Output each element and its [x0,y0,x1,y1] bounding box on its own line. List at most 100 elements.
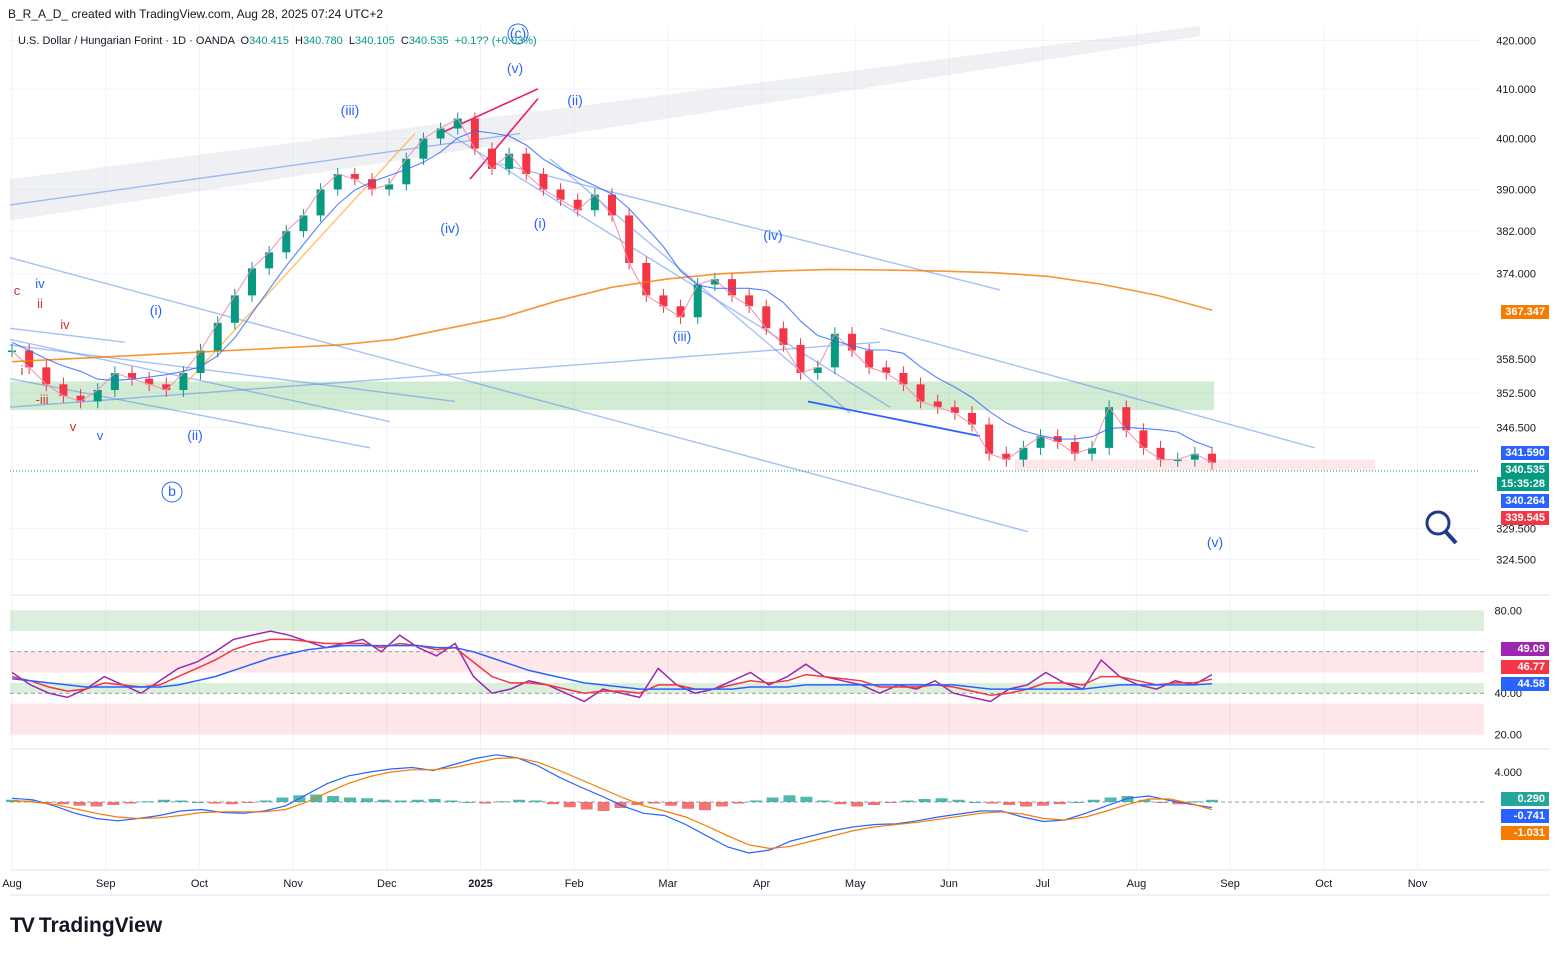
price-tick-label: 400.000 [1496,134,1536,146]
candle-body [385,184,394,190]
symbol-legend[interactable]: U.S. Dollar / Hungarian Forint · 1D · OA… [18,35,537,47]
wave-label: (v) [507,60,523,76]
time-tick-label: Jul [1036,878,1050,890]
macd-histogram-bar [1087,799,1100,802]
macd-histogram-bar [580,802,593,810]
trend-line [439,127,891,408]
macd-histogram-bar [56,802,69,805]
candle-body [1105,407,1114,448]
time-tick-label: Oct [191,878,208,890]
macd-histogram-bar [749,800,762,802]
wave-label: b [168,483,176,499]
time-tick-label: Jun [940,878,958,890]
wave-label: iv [60,317,70,332]
macd-histogram-bar [242,802,255,803]
trend-line [9,256,1029,533]
candle-body [316,189,325,216]
macd-histogram-bar [884,802,897,803]
macd-histogram-bar [462,802,475,803]
trend-line [879,327,1316,449]
candle-body [848,333,856,351]
rsi-zone [10,610,1484,632]
macd-histogram-bar [1104,797,1117,802]
ma-line [11,130,1213,449]
price-tick-label: 374.000 [1496,269,1536,281]
time-tick-label: 2025 [468,878,492,890]
candle-body [933,401,942,408]
candle-body [522,153,531,175]
trend-line [9,132,521,206]
macd-histogram-bar [225,802,238,805]
rsi-tick-label: 20.00 [1494,730,1522,742]
candle-body [728,279,736,296]
time-tick-label: Sep [1220,878,1240,890]
price-tag: 367.347 [1501,305,1549,319]
wave-label: v [97,428,104,443]
macd-histogram-bar [394,800,407,802]
macd-histogram-bar [851,802,864,807]
wave-label: (iv) [440,220,459,236]
trend-line [9,338,391,423]
high-value: 340.780 [302,35,343,47]
candle-body [1122,407,1131,431]
symbol-name: U.S. Dollar / Hungarian Forint · 1D · OA… [18,35,235,47]
macd-histogram-bar [834,802,847,805]
price-tick-label: 358.500 [1496,354,1536,366]
macd-histogram-bar [648,802,661,804]
wave-label: c [14,283,21,298]
time-tick-label: Aug [2,878,22,890]
macd-histogram-bar [124,802,137,804]
rsi-tag: 49.09 [1501,642,1549,656]
trend-line [9,344,456,403]
candle-body [608,194,616,216]
candle-body [128,373,136,379]
candle-body [488,148,496,169]
macd-histogram-bar [479,802,492,804]
candle-body [539,174,548,190]
candle-body [590,194,599,211]
wave-label: v [70,419,77,434]
candle-body [162,384,171,391]
macd-histogram-bar [141,801,154,803]
macd-histogram-bar [344,797,357,802]
time-tick-label: Nov [283,878,303,890]
candle-body [1070,442,1079,454]
macd-histogram-bar [563,802,576,808]
candle-body [1139,430,1148,448]
macd-tag: -1.031 [1501,826,1549,840]
wave-label: (i) [534,215,546,231]
candle-body [642,263,651,296]
candle-body [830,333,839,368]
candle-body [333,174,342,190]
macd-histogram-bar [969,802,982,803]
wave-label: ii [37,296,43,311]
rsi-zone [10,703,1484,735]
candle-body [556,189,565,200]
macd-histogram-bar [1206,799,1218,802]
wedge-line [469,98,539,180]
tradingview-logo-icon: TV [10,914,35,937]
time-tick-label: Aug [1127,878,1147,890]
candle-body [899,373,908,385]
candle-body [196,350,205,374]
trend-line [807,400,981,438]
candle-body [299,215,308,232]
support-zone [10,381,1214,411]
candle-body [1088,447,1096,454]
macd-histogram-bar [715,802,728,807]
candle-body [350,174,359,180]
macd-histogram-bar [1003,802,1016,805]
candle-body [265,252,274,269]
candle-body [1208,453,1216,463]
candle-body [402,158,411,185]
macd-histogram-bar [986,802,999,804]
macd-histogram-bar [276,797,289,802]
open-value: 340.415 [249,35,289,47]
tradingview-brand[interactable]: TV TradingView [10,914,162,938]
magnifier-icon [1444,530,1458,545]
candle-body [813,367,822,374]
wave-label: iv [35,276,45,291]
wave-label: -iii [36,392,49,407]
candle-body [1190,453,1199,460]
